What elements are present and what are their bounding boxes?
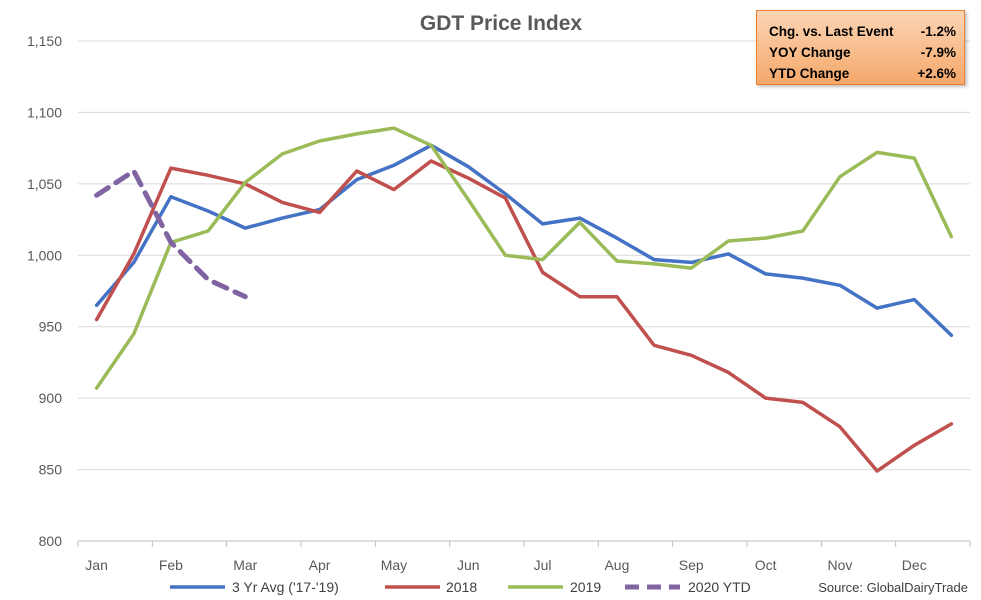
chart-title: GDT Price Index	[420, 12, 583, 35]
series-line-3	[94, 168, 248, 300]
legend: 3 Yr Avg ('17-'19) 2018 2019 2020 YTD	[170, 579, 751, 595]
y-tick-label: 1,100	[27, 104, 62, 120]
info-value: -7.9%	[920, 45, 956, 60]
info-label: Chg. vs. Last Event	[769, 24, 894, 39]
y-tick-label: 950	[39, 319, 63, 335]
x-tick-label: Dec	[902, 557, 927, 573]
x-tick-label: Jan	[85, 557, 108, 573]
legend-label: 2020 YTD	[688, 579, 751, 595]
x-tick-label: Jul	[534, 557, 552, 573]
x-axis-ticks: Jan Feb Mar Apr May Jun Jul Aug Sep Oct Nov Dec	[77, 541, 971, 573]
info-row-yoy: YOY Change -7.9%	[769, 42, 956, 63]
y-tick-label: 850	[39, 462, 63, 478]
legend-label: 2019	[570, 579, 601, 595]
y-tick-label: 1,000	[27, 247, 62, 263]
info-row-last-event: Chg. vs. Last Event -1.2%	[769, 21, 956, 42]
x-tick-label: May	[381, 557, 407, 573]
info-label: YTD Change	[769, 66, 850, 81]
series-line-1	[94, 159, 954, 473]
x-tick-label: Jun	[457, 557, 480, 573]
series-line-0	[94, 143, 954, 338]
y-tick-label: 1,050	[27, 176, 62, 192]
y-tick-label: 1,150	[27, 33, 62, 49]
x-tick-label: Feb	[159, 557, 183, 573]
info-value: -1.2%	[920, 24, 956, 39]
info-value: +2.6%	[917, 66, 956, 81]
x-tick-label: Nov	[827, 557, 852, 573]
y-axis-ticks: 800 850 900 950 1,000 1,050 1,100 1,150	[27, 33, 62, 549]
gridlines	[78, 40, 970, 542]
series-lines	[94, 126, 954, 473]
source-note: Source: GlobalDairyTrade	[818, 580, 968, 595]
x-tick-label: Apr	[309, 557, 331, 573]
change-summary-box: Chg. vs. Last Event -1.2% YOY Change -7.…	[756, 10, 965, 85]
legend-label: 3 Yr Avg ('17-'19)	[232, 579, 339, 595]
y-tick-label: 800	[39, 533, 63, 549]
info-label: YOY Change	[769, 45, 851, 60]
x-tick-label: Aug	[604, 557, 629, 573]
x-tick-label: Mar	[233, 557, 257, 573]
series-line-2	[94, 126, 954, 390]
y-tick-label: 900	[39, 390, 63, 406]
info-row-ytd: YTD Change +2.6%	[769, 63, 956, 84]
x-tick-label: Sep	[679, 557, 704, 573]
legend-label: 2018	[446, 579, 477, 595]
x-tick-label: Oct	[755, 557, 777, 573]
